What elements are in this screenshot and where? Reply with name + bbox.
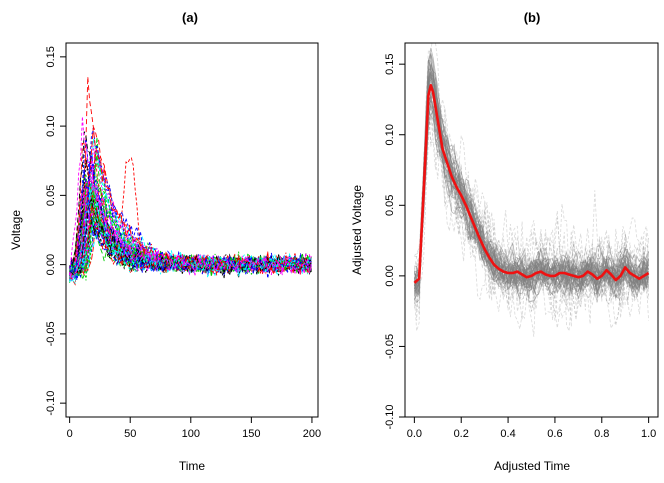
panel-a-y-tick-label: 0.05 [45,185,57,206]
panel-a-x-tick-label: 200 [303,428,321,440]
panel-a-x-axis-label: Time [179,459,206,473]
panel-b-background-series-line [414,105,649,330]
panel-b-y-axis-label: Adjusted Voltage [350,185,364,275]
panel-b-mean-series-line [413,84,650,284]
panel-b-x-tick-label: 0.0 [407,428,422,440]
panel-b-background-series-line [414,87,649,285]
panel-b-x-axis-label: Adjusted Time [494,459,570,473]
panel-a-series-line [69,205,312,286]
panel-a-series-line [69,187,312,276]
panel-b-background-series-line [414,95,649,326]
panel-a-x-tick-label: 0 [67,428,73,440]
panel-a-y-tick-label: 0.00 [45,254,57,275]
panel-a-axes: 0 50 100 150 200 -0.10 -0.05 0.00 0.05 0.10 0.15 [45,46,321,440]
panel-b-background-series-line [414,77,649,290]
panel-b-series-group [413,43,650,337]
panel-a-x-tick-label: 100 [182,428,200,440]
panel-a-series-line [69,217,312,284]
panel-b-background-series-line [414,115,649,330]
panel-a-series-line [69,161,312,280]
panel-b-x-tick-label: 0.4 [500,428,515,440]
panel-b-axes: 0.0 0.2 0.4 0.6 0.8 1.0 -0.10 -0.05 0.00 0.05 0.10… [384,53,656,440]
panel-b-y-tick-label: -0.05 [384,334,396,359]
panel-a-series-line [69,197,312,279]
panel-a-series-line [69,175,312,274]
panel-b-y-tick-label: 0.05 [384,195,396,216]
panel-b-x-tick-label: 0.8 [594,428,609,440]
panel-a-series-group [69,76,312,286]
panel-b-background-series-line [414,74,649,327]
panel-b-x-tick-label: 0.6 [547,428,562,440]
panel-b-background-series-line [414,94,649,329]
panel-a-x-tick-label: 50 [124,428,136,440]
panel-a-series-line [69,127,312,279]
panel-b-y-tick-label: 0.10 [384,124,396,145]
panel-b-y-tick-label: 0.00 [384,265,396,286]
panel-b-background-series-line [414,47,649,300]
panel-a-series-line [69,173,312,277]
panel-a-y-tick-label: -0.10 [45,391,57,416]
panel-a-y-tick-label: 0.10 [45,115,57,136]
panel-b-background-series-line [414,95,649,291]
panel-b-background-series-line [414,73,649,319]
panel-a-y-tick-label: 0.15 [45,46,57,67]
panel-a-series-line [69,142,312,278]
panel-a-y-axis-label: Voltage [9,210,23,250]
panel-b-background-series-line [414,93,649,318]
panel-a-series-line [69,116,312,276]
panel-a-y-tick-label: -0.05 [45,321,57,346]
panel-b-x-tick-label: 1.0 [641,428,656,440]
panel-b-y-tick-label: 0.15 [384,53,396,74]
panel-b: (b) 0.0 0.2 0.4 0.6 0.8 1.0 -0.10 -0.05 0.00 0.05… [350,10,659,473]
panel-a: (a) 0 50 100 150 200 -0.10 -0.05 0.00 0.05 0.10 0.… [9,10,321,473]
panel-a-x-tick-label: 150 [242,428,260,440]
panel-b-background-series-line [414,92,649,337]
panel-a-series-line [69,169,312,274]
panel-b-x-tick-label: 0.2 [454,428,469,440]
panel-b-title: (b) [524,10,541,25]
panel-b-y-tick-label: -0.10 [384,404,396,429]
panel-a-title: (a) [182,10,198,25]
